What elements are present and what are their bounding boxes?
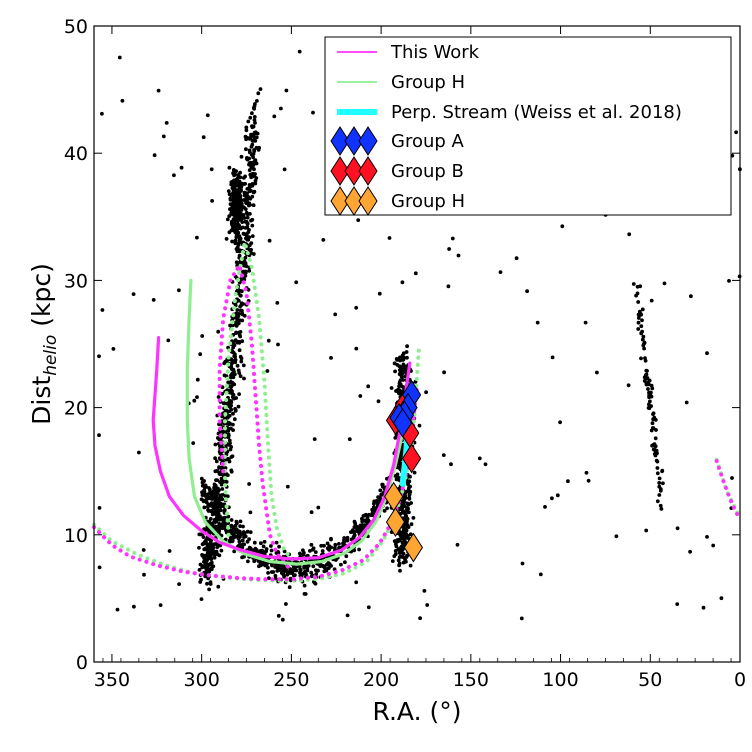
- legend-label: Perp. Stream (Weiss et al. 2018): [391, 102, 682, 123]
- this-work-orbit-line: [151, 336, 412, 561]
- y-tick-label: 20: [64, 398, 88, 420]
- legend-diamond-swatch: [330, 186, 350, 216]
- legend: This Work Group H Perp. Stream (Weiss et a…: [324, 36, 732, 216]
- group-h-marker: [403, 532, 424, 563]
- y-axis-label-main: Dist: [27, 376, 56, 425]
- x-axis-ticks: 350 300 250 200 150 100 50 0: [94, 26, 746, 691]
- x-tick-label: 250: [273, 669, 309, 691]
- legend-label: Group H: [391, 191, 465, 212]
- plot-frame: [93, 25, 741, 663]
- x-tick-label: 0: [734, 669, 746, 691]
- x-tick-label: 150: [453, 669, 489, 691]
- legend-item: Perp. Stream (Weiss et al. 2018): [337, 102, 682, 123]
- legend-item: Group H: [330, 186, 465, 216]
- y-tick-label: 50: [64, 16, 88, 38]
- group-markers: [384, 379, 424, 563]
- y-axis-label-sub: helio: [41, 335, 61, 376]
- x-tick-label: 100: [542, 669, 578, 691]
- x-tick-label: 300: [184, 669, 220, 691]
- x-tick-label: 50: [638, 669, 662, 691]
- legend-diamond-swatch: [330, 126, 350, 156]
- x-tick-label: 200: [363, 669, 399, 691]
- legend-diamond-swatch: [344, 156, 364, 186]
- legend-item: Group A: [330, 126, 465, 156]
- legend-label: Group H: [391, 72, 465, 93]
- group-b-marker: [402, 443, 422, 474]
- this-work-orbit-dotted-lower: [92, 386, 419, 582]
- legend-label: Group B: [391, 161, 464, 182]
- legend-item: This Work: [337, 42, 480, 63]
- legend-label: Group A: [391, 131, 465, 152]
- legend-diamond-swatch: [344, 186, 364, 216]
- orbit-lines: [92, 240, 742, 583]
- this-work-orbit-dotted-right: [714, 459, 742, 522]
- group-h-marker: [385, 507, 406, 538]
- x-axis-label: R.A. (°): [373, 697, 462, 726]
- x-tick-label: 350: [94, 669, 130, 691]
- this-work-orbit-dotted-upper: [217, 263, 290, 569]
- y-tick-label: 30: [64, 270, 88, 292]
- legend-diamond-swatch: [330, 156, 350, 186]
- legend-item: Group H: [337, 72, 465, 93]
- legend-diamond-swatch: [358, 156, 378, 186]
- legend-diamond-swatch: [358, 186, 378, 216]
- legend-diamond-swatch: [344, 126, 364, 156]
- group-h-orbit-dotted-upper: [223, 240, 297, 565]
- y-tick-label: 40: [64, 143, 88, 165]
- y-tick-label: 0: [76, 652, 88, 674]
- group-h-orbit-line: [185, 278, 414, 566]
- group-h-orbit-dotted-lower: [92, 348, 421, 583]
- group-a-marker: [393, 407, 413, 438]
- y-axis-label: Disthelio (kpc): [27, 263, 61, 425]
- y-axis-label-unit: (kpc): [27, 263, 56, 335]
- legend-diamond-swatch: [358, 126, 378, 156]
- legend-label: This Work: [390, 42, 480, 63]
- legend-box: [324, 36, 732, 216]
- y-tick-label: 10: [64, 525, 88, 547]
- y-axis-ticks: 0 10 20 30 40 50: [64, 16, 740, 674]
- legend-item: Group B: [330, 156, 464, 186]
